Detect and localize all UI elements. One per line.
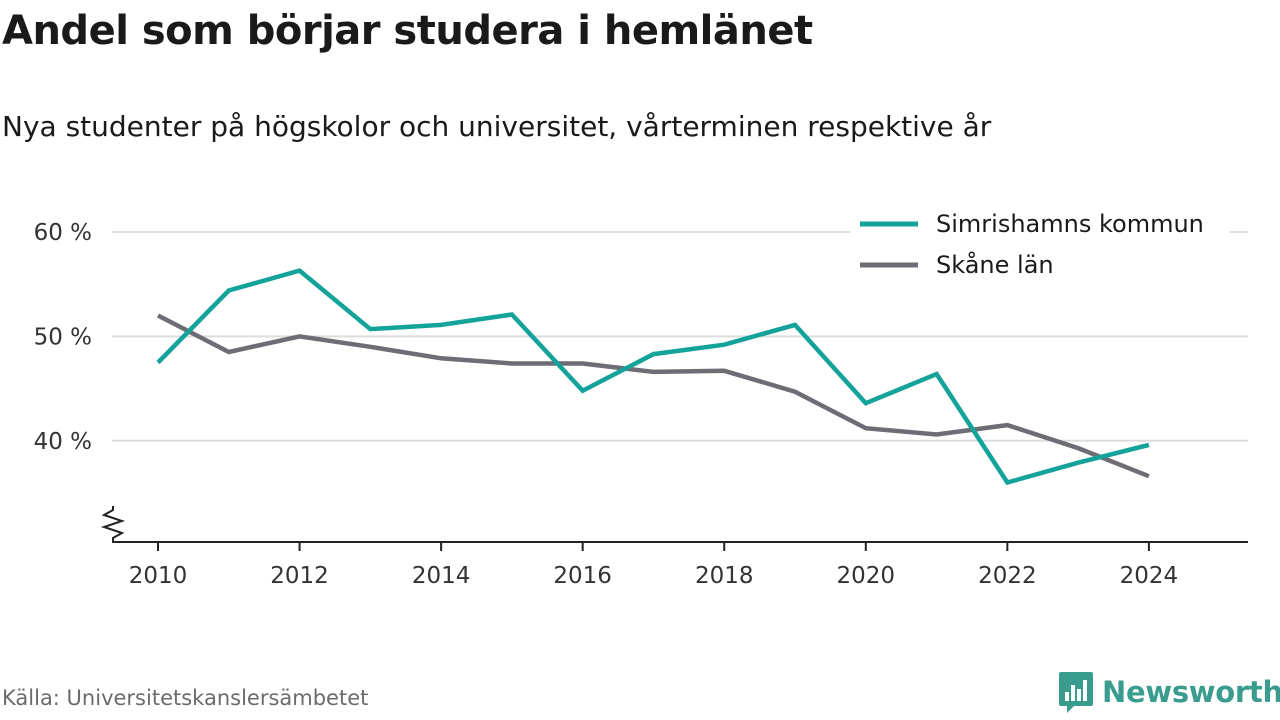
legend: Simrishamns kommun Skåne län [850,200,1230,286]
brand-logo: Newsworthy [1058,670,1280,714]
y-tick-label: 60 % [34,220,92,246]
x-tick-label: 2020 [837,563,896,589]
series-lines [156,268,1150,486]
chart-subtitle: Nya studenter på högskolor och universit… [2,110,992,143]
x-tick-label: 2014 [412,563,471,589]
x-tick-label: 2016 [553,563,612,589]
chart-title: Andel som börjar studera i hemlänet [2,8,813,54]
source-note: Källa: Universitetskanslersämbetet [2,686,369,710]
legend-background [850,200,1230,286]
x-tick-label: 2010 [129,563,188,589]
axis-break-marker [100,506,126,542]
newsworthy-logo-icon [1059,672,1093,713]
legend-label: Skåne län [936,250,1054,279]
series-line-skane [156,313,1150,479]
y-tick-label: 50 % [34,324,92,350]
axes: 40 % 50 % 60 % 2010 2012 2014 2016 2018 2020 2022… [34,220,1248,589]
x-tick-label: 2022 [978,563,1037,589]
legend-label: Simrishamns kommun [936,210,1204,238]
series-line-simrishamn [156,268,1150,486]
x-tick-label: 2024 [1120,563,1179,589]
y-tick-label: 40 % [34,429,92,455]
brand-name: Newsworthy [1102,675,1280,709]
x-tick-label: 2012 [270,563,329,589]
x-tick-label: 2018 [695,563,754,589]
